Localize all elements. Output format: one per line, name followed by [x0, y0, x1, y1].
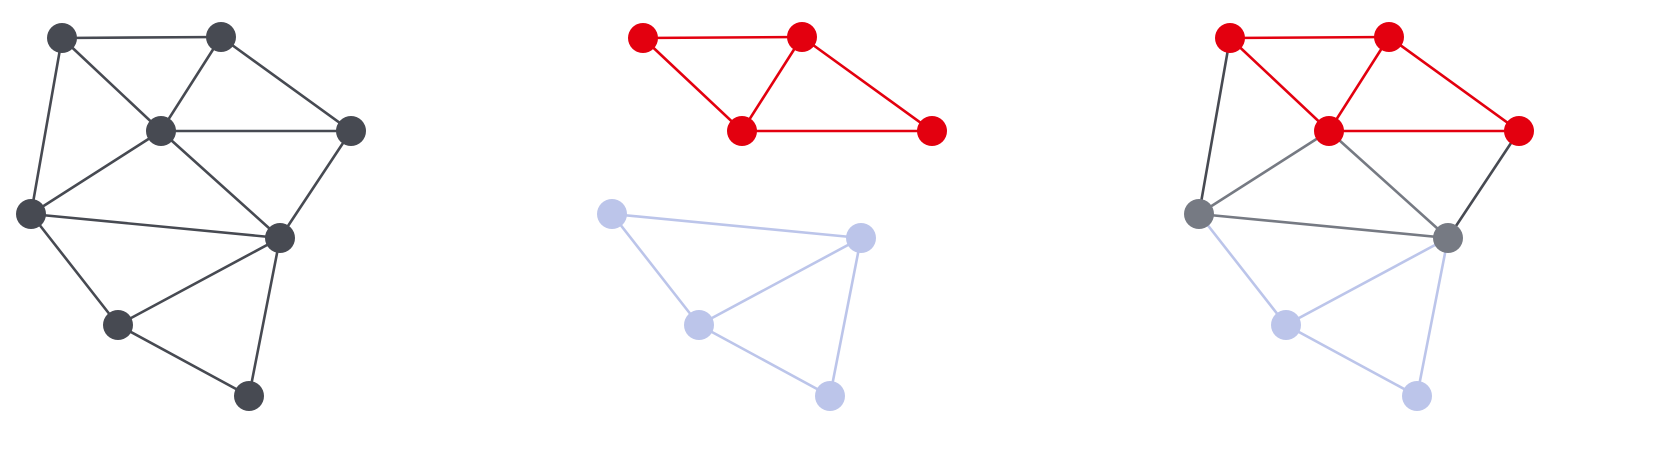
edge-d-f	[1446, 129, 1521, 240]
edge-f-g	[1284, 236, 1450, 327]
edge-g-h	[116, 323, 251, 398]
edge-a-b	[1228, 35, 1391, 40]
node-h	[1402, 381, 1432, 411]
node-a	[628, 23, 658, 53]
edge-e-g	[610, 212, 701, 327]
node-b	[787, 22, 817, 52]
edge-b-d	[219, 35, 353, 133]
edge-f-h	[1415, 236, 1450, 398]
edge-c-e	[29, 129, 163, 216]
edge-a-b	[60, 35, 223, 40]
node-b	[1374, 22, 1404, 52]
edge-g-h	[697, 323, 832, 398]
edge-e-g	[29, 212, 120, 327]
node-g	[684, 310, 714, 340]
node-h	[234, 381, 264, 411]
node-c	[727, 116, 757, 146]
edge-f-g	[116, 236, 282, 327]
split-subgraphs-panel	[597, 22, 947, 411]
edge-e-f	[29, 212, 282, 240]
node-e	[16, 199, 46, 229]
edge-a-e	[29, 36, 64, 216]
edge-b-d	[1387, 35, 1521, 133]
split-graph-edges	[610, 35, 934, 398]
edge-c-f	[1327, 129, 1450, 240]
edge-a-c	[60, 36, 163, 133]
edge-e-f	[1197, 212, 1450, 240]
edge-c-f	[159, 129, 282, 240]
overlay-graph-panel	[1184, 22, 1534, 411]
full-graph-panel	[16, 22, 366, 411]
node-d	[336, 116, 366, 146]
edge-c-e	[1197, 129, 1331, 216]
edge-g-h	[1284, 323, 1419, 398]
edge-e-g	[1197, 212, 1288, 327]
edge-e-f	[610, 212, 863, 240]
node-a	[1215, 23, 1245, 53]
node-b	[206, 22, 236, 52]
merged-graph-edges	[1197, 35, 1521, 398]
full-graph-edges	[29, 35, 353, 398]
edge-f-g	[697, 236, 863, 327]
edge-f-h	[828, 236, 863, 398]
merged-graph-nodes	[1184, 22, 1534, 411]
edge-a-c	[641, 36, 744, 133]
edge-b-c	[1327, 35, 1391, 133]
edge-f-h	[247, 236, 282, 398]
node-d	[917, 116, 947, 146]
node-a	[47, 23, 77, 53]
node-f	[846, 223, 876, 253]
node-h	[815, 381, 845, 411]
edge-a-b	[641, 35, 804, 40]
node-f	[265, 223, 295, 253]
node-g	[1271, 310, 1301, 340]
edge-b-c	[159, 35, 223, 133]
node-d	[1504, 116, 1534, 146]
node-c	[1314, 116, 1344, 146]
node-c	[146, 116, 176, 146]
node-g	[103, 310, 133, 340]
edge-b-d	[800, 35, 934, 133]
edge-d-f	[278, 129, 353, 240]
edge-a-e	[1197, 36, 1232, 216]
node-e	[597, 199, 627, 229]
split-graph-nodes	[597, 22, 947, 411]
full-graph-nodes	[16, 22, 366, 411]
edge-b-c	[740, 35, 804, 133]
node-f	[1433, 223, 1463, 253]
edge-a-c	[1228, 36, 1331, 133]
node-e	[1184, 199, 1214, 229]
